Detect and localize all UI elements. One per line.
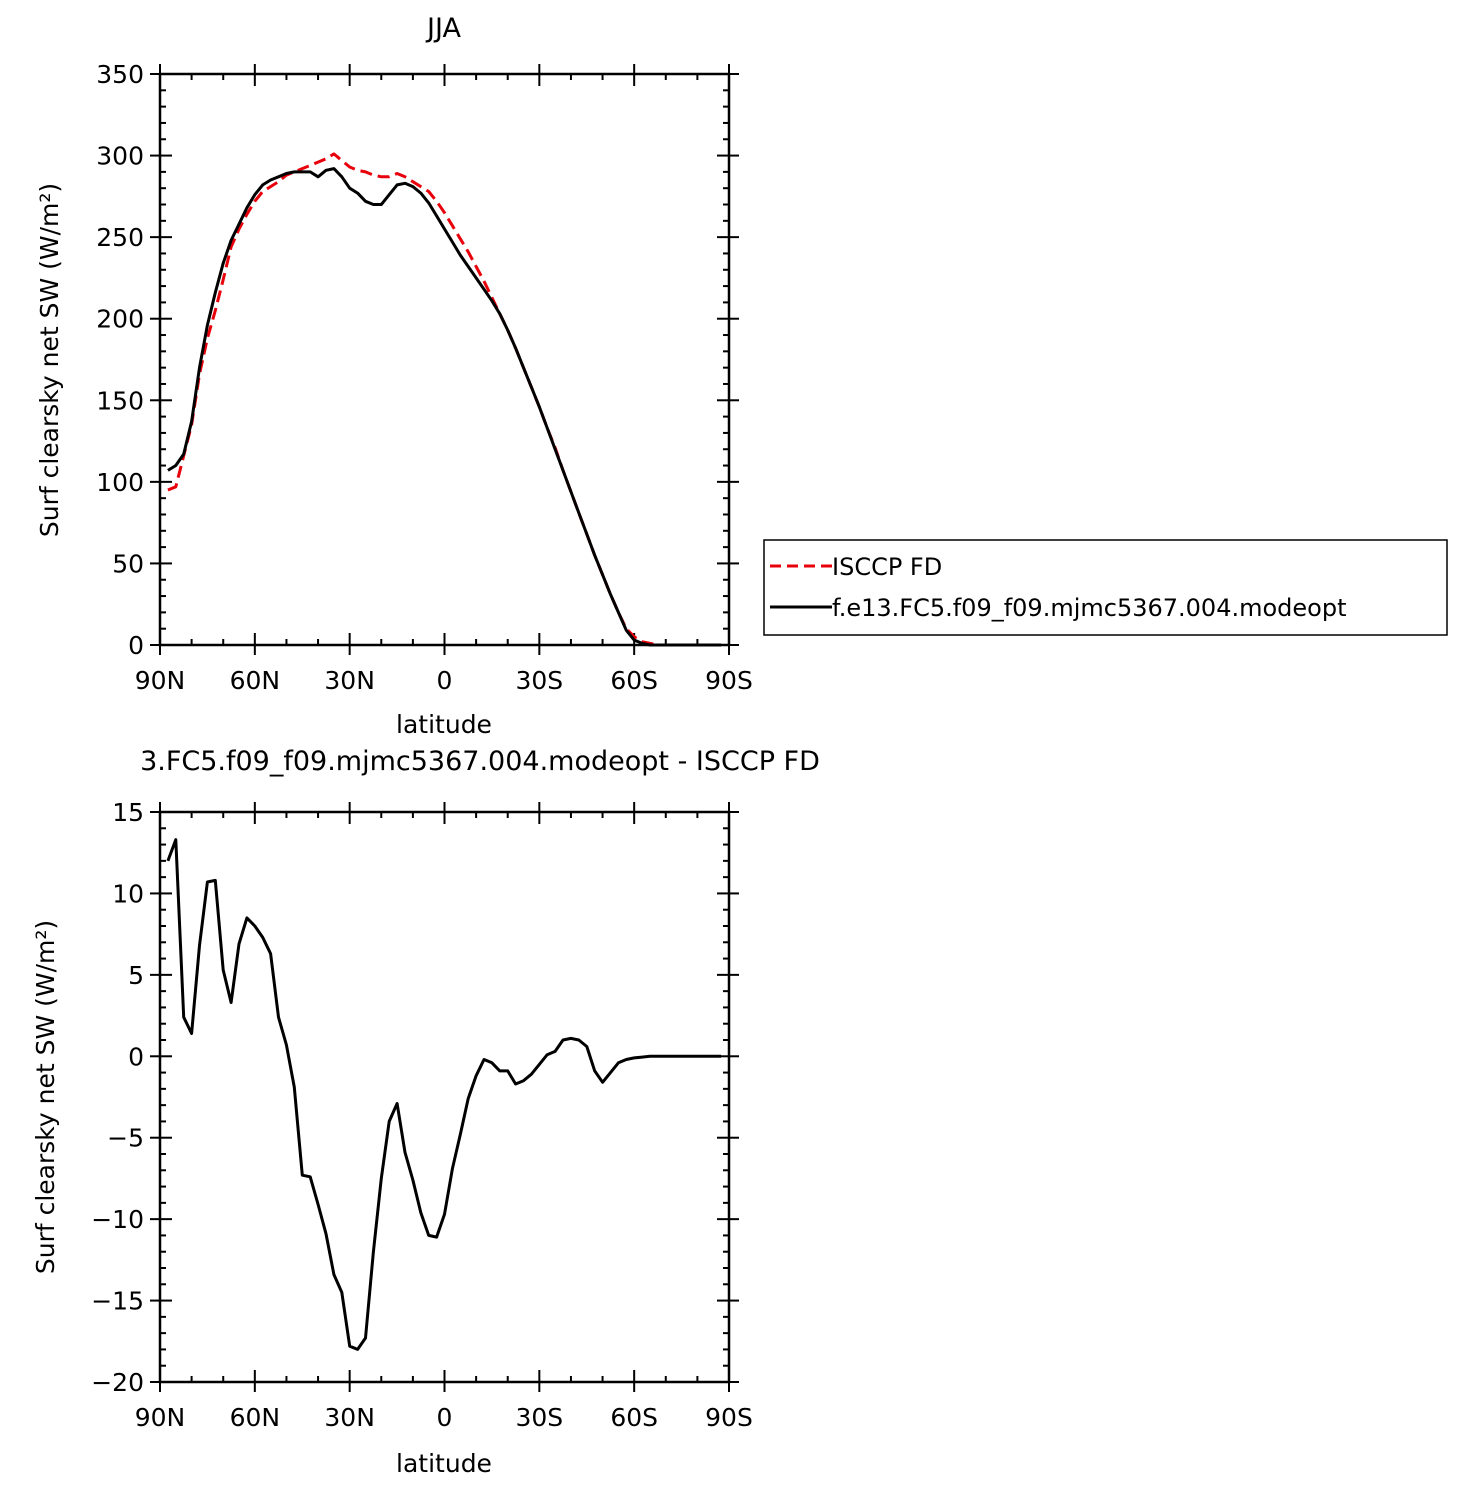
chart-title: JJA	[425, 13, 461, 44]
legend-label-model: f.e13.FC5.f09_f09.mjmc5367.004.modeopt	[832, 594, 1347, 622]
y-axis-label: Surf clearsky net SW (W/m²)	[35, 183, 64, 537]
chart-title: 3.FC5.f09_f09.mjmc5367.004.modeopt - ISC…	[140, 746, 820, 777]
x-tick-label: 60N	[230, 666, 281, 695]
y-tick-label: 200	[96, 305, 144, 334]
x-tick-label: 60S	[610, 666, 658, 695]
x-axis-label: latitude	[396, 710, 492, 739]
series-line-difference	[166, 838, 722, 1351]
y-tick-label: −10	[91, 1205, 144, 1234]
x-tick-label: 90S	[705, 666, 753, 695]
legend: ISCCP FD f.e13.FC5.f09_f09.mjmc5367.004.…	[763, 539, 1448, 636]
ticks-group: 90N 60N 30N 0 30S 60S 90S −20 −15 −10 −5 0 5 10 15	[91, 798, 753, 1432]
x-tick-label: 30S	[515, 1403, 563, 1432]
x-tick-label: 30N	[324, 1403, 375, 1432]
y-tick-label: 10	[112, 879, 144, 908]
series-group	[167, 152, 722, 647]
y-tick-label: −5	[107, 1124, 144, 1153]
y-tick-label: 15	[112, 798, 144, 827]
chart-difference-panel: 3.FC5.f09_f09.mjmc5367.004.modeopt - ISC…	[31, 746, 820, 1478]
y-tick-label: 0	[128, 1042, 144, 1071]
series-line-f	[167, 167, 722, 647]
x-tick-label: 0	[437, 1403, 453, 1432]
x-tick-label: 90N	[135, 1403, 186, 1432]
x-tick-label: 90S	[705, 1403, 753, 1432]
ticks-group: 90N 60N 30N 0 30S 60S 90S 0 50 100 150 200 250 300 350	[96, 60, 753, 695]
y-tick-label: 350	[96, 60, 144, 89]
x-tick-label: 60S	[610, 1403, 658, 1432]
x-tick-label: 60N	[230, 1403, 281, 1432]
y-tick-label: 150	[96, 386, 144, 415]
y-tick-label: 5	[128, 961, 144, 990]
x-axis-label: latitude	[396, 1449, 492, 1478]
series-group	[166, 838, 722, 1351]
plot-frame	[158, 72, 731, 647]
x-tick-label: 30N	[324, 666, 375, 695]
y-axis-label: Surf clearsky net SW (W/m²)	[31, 920, 60, 1274]
x-tick-label: 30S	[515, 666, 563, 695]
legend-box	[763, 539, 1448, 636]
y-tick-label: 50	[112, 549, 144, 578]
y-tick-label: 250	[96, 223, 144, 252]
y-tick-label: 0	[128, 631, 144, 660]
legend-label-isccp: ISCCP FD	[832, 553, 942, 581]
y-tick-label: 300	[96, 142, 144, 171]
y-tick-label: −15	[91, 1287, 144, 1316]
y-tick-label: 100	[96, 468, 144, 497]
plot-frame	[158, 810, 731, 1384]
x-tick-label: 90N	[135, 666, 186, 695]
y-tick-label: −20	[91, 1368, 144, 1397]
x-tick-label: 0	[437, 666, 453, 695]
chart-jja-panel: JJA 90N 60N 30N 0 30S 60S 90S 0 50 100 150 200 250 30…	[35, 13, 753, 739]
